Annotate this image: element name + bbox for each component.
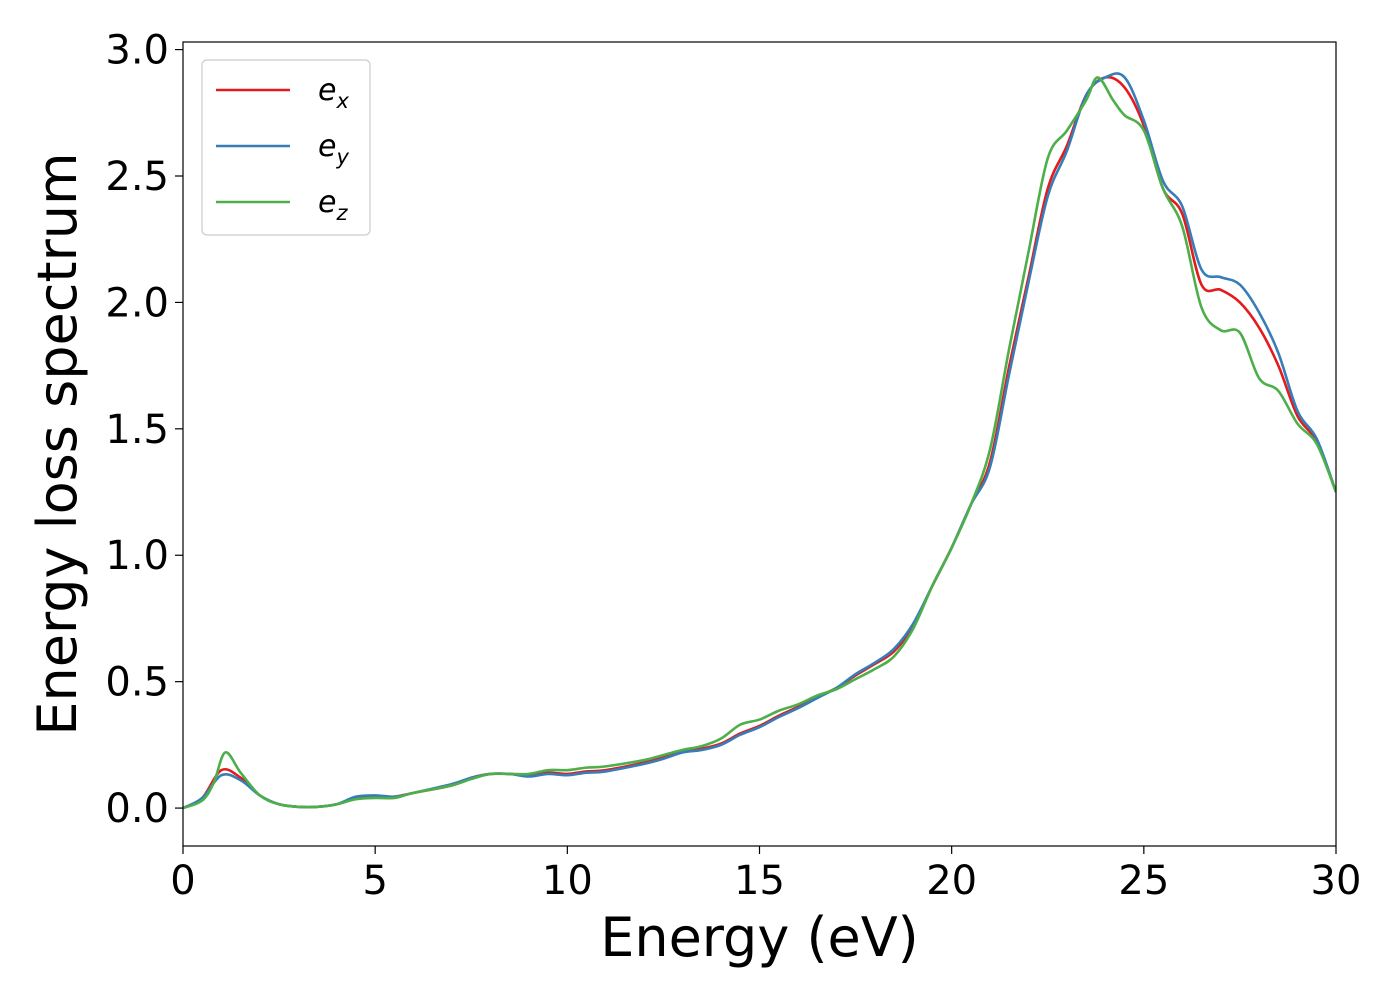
y-tick-label: 0.0 — [105, 786, 169, 832]
y-tick-label: 0.5 — [105, 660, 169, 706]
legend-label: ez — [318, 185, 348, 225]
y-tick-label: 2.5 — [105, 154, 169, 200]
x-tick-label: 20 — [926, 858, 977, 904]
legend-label: ey — [318, 129, 349, 169]
y-tick-label: 1.5 — [105, 407, 169, 453]
legend-label: ex — [318, 73, 349, 113]
x-tick-label: 0 — [170, 858, 195, 904]
y-tick-label: 1.0 — [105, 533, 169, 579]
x-axis-label: Energy (eV) — [600, 906, 919, 969]
axes: 0 5 10 15 20 25 30 0.0 0.5 1.0 1.5 2.0 2.5 3.0 — [105, 28, 1361, 904]
y-tick-label: 3.0 — [105, 28, 169, 74]
y-axis-label: Energy loss spectrum — [26, 152, 89, 735]
x-tick-label: 5 — [362, 858, 387, 904]
legend-box — [201, 59, 371, 236]
x-tick-label: 10 — [542, 858, 593, 904]
legend: ex ey ez — [201, 59, 371, 236]
x-tick-label: 25 — [1118, 858, 1169, 904]
x-tick-label: 30 — [1311, 858, 1362, 904]
series-line-e-z — [183, 76, 1336, 810]
series-line-e-y — [183, 72, 1336, 810]
x-tick-label: 15 — [734, 858, 785, 904]
plot-area — [183, 72, 1336, 810]
y-tick-label: 2.0 — [105, 280, 169, 326]
